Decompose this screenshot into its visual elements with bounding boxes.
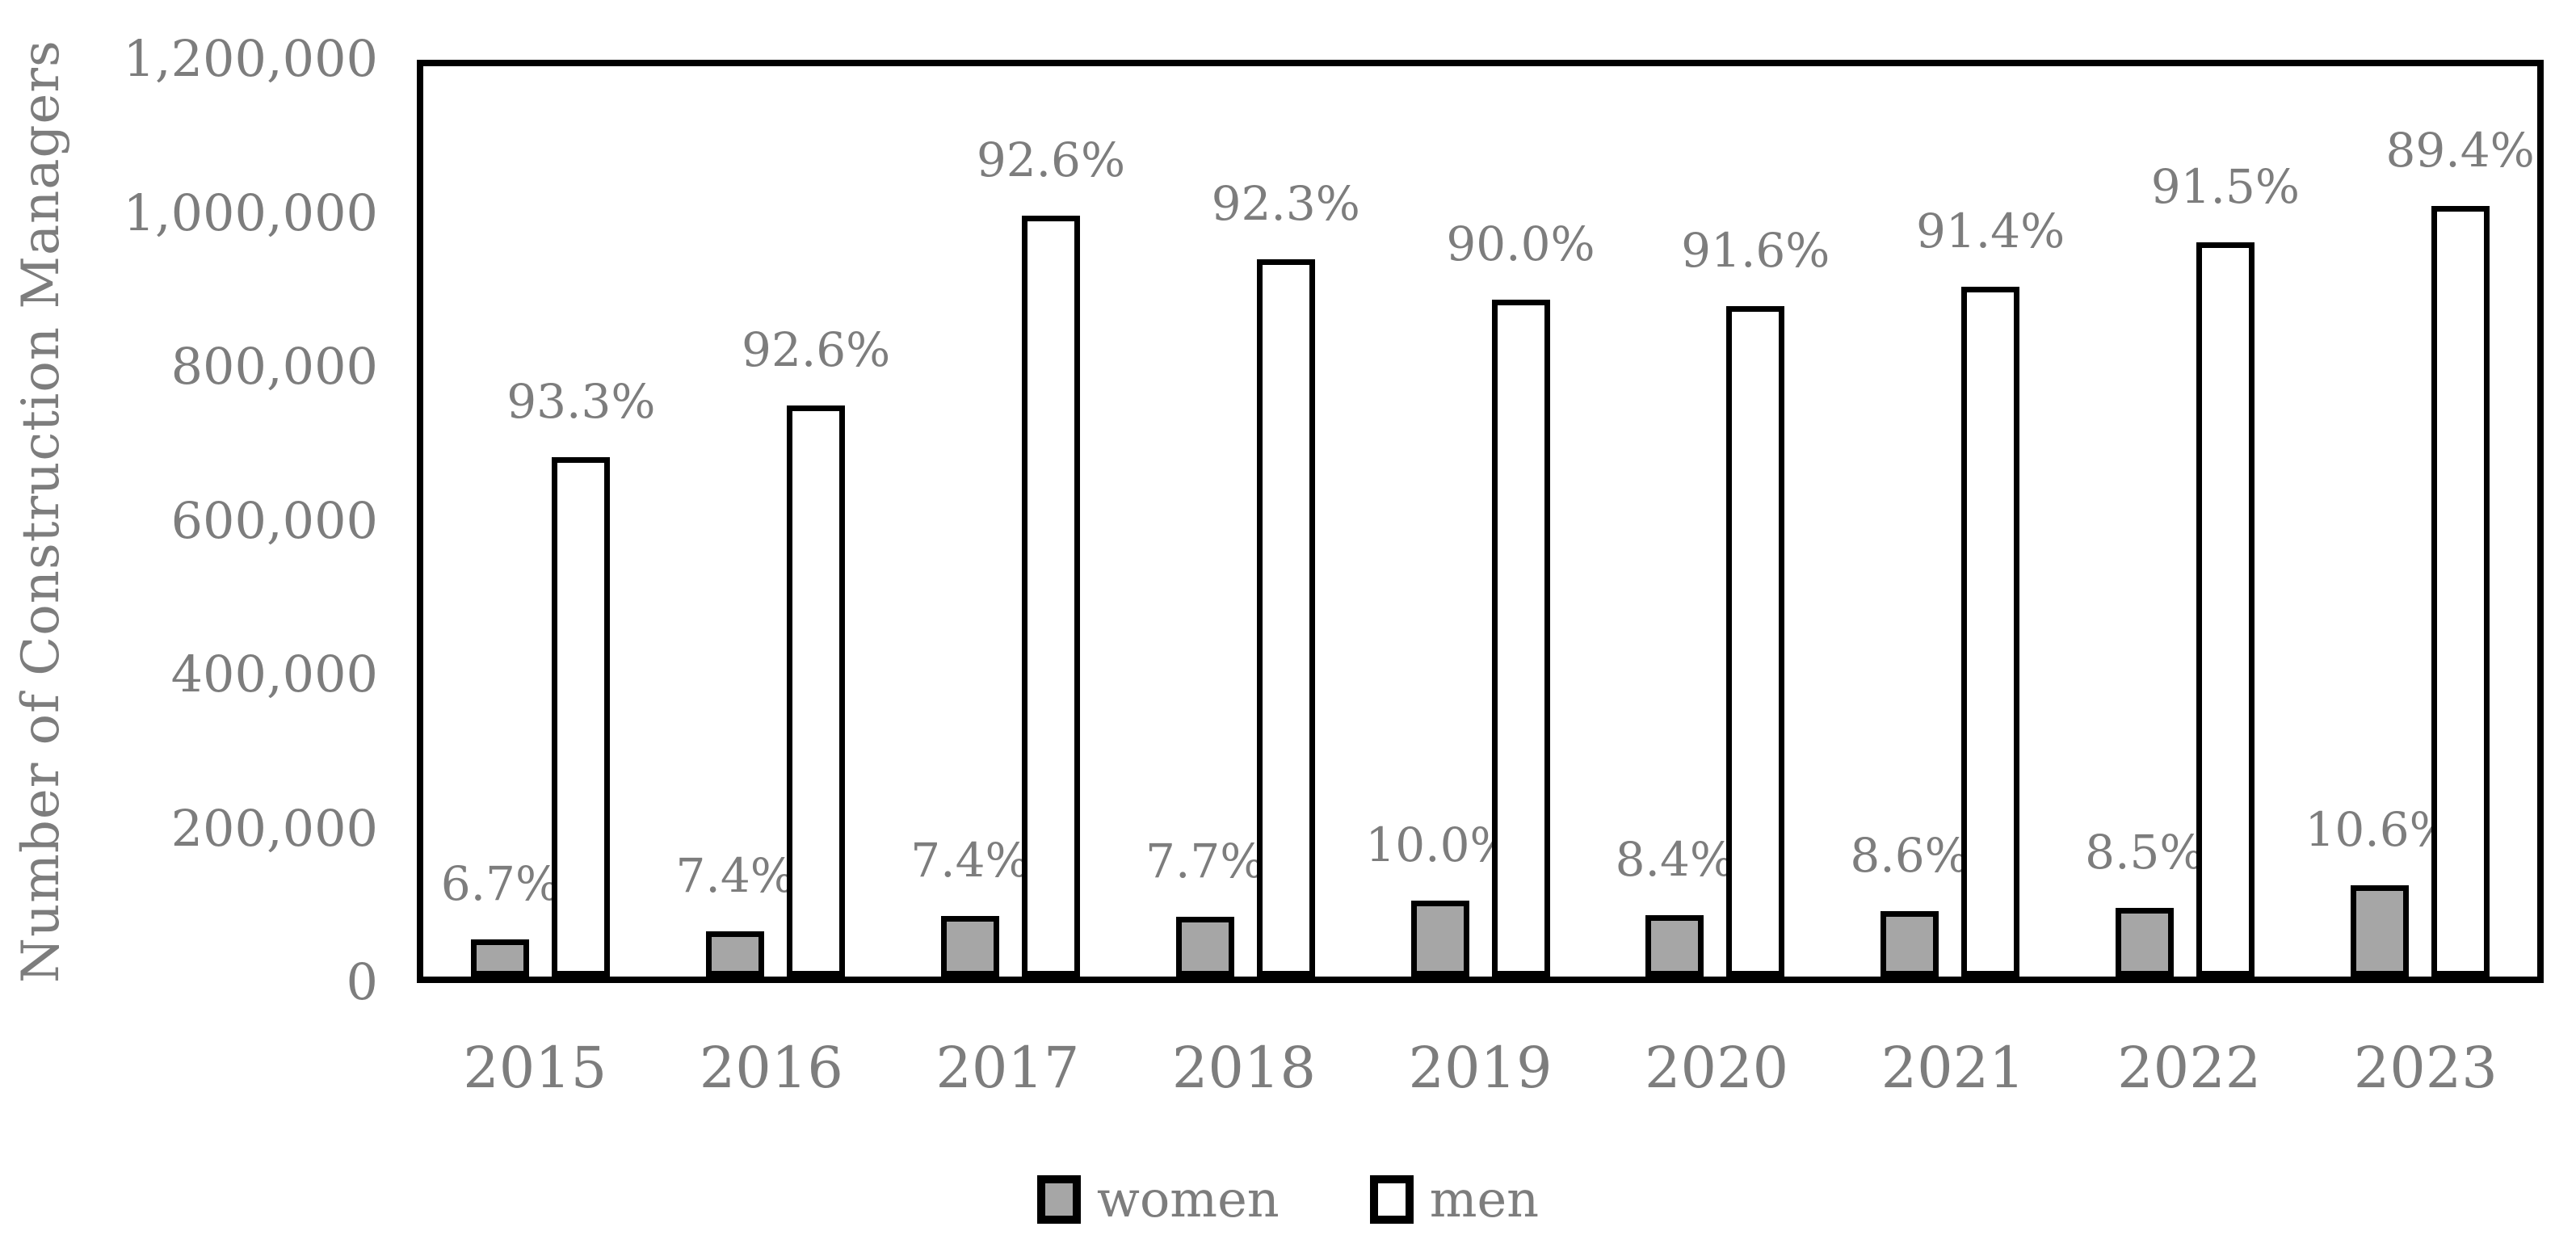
bar-men-2019: 90.0% <box>1446 216 1595 977</box>
bar-women-2015: 6.7% <box>441 856 560 977</box>
bar-women-2020: 8.4% <box>1616 832 1734 977</box>
category-group-2018: 7.7% 92.3% <box>1128 66 1363 977</box>
bar-women-2016: 7.4% <box>675 848 795 977</box>
percent-label-men-2020: 91.6% <box>1681 223 1830 278</box>
tick-label-400000: 400,000 <box>170 645 378 704</box>
year-label-2018: 2018 <box>1171 1035 1317 1101</box>
category-group-2019: 10.0% 90.0% <box>1363 66 1598 977</box>
bar-women-2017: 7.4% <box>910 833 1030 977</box>
bar-women-2021: 8.6% <box>1850 828 1969 977</box>
percent-label-women-2015: 6.7% <box>440 856 561 911</box>
year-label-2017: 2017 <box>935 1035 1080 1101</box>
tick-label-0: 0 <box>346 952 378 1012</box>
percent-label-women-2017: 7.4% <box>910 833 1030 888</box>
tick-label-800000: 800,000 <box>170 337 378 397</box>
y-axis-tick-labels: 0 200,000 400,000 600,000 800,000 1,000,000 1,… <box>0 29 378 1011</box>
year-label-2021: 2021 <box>1881 1035 2025 1101</box>
percent-label-men-2016: 92.6% <box>742 322 891 377</box>
percent-label-men-2023: 89.4% <box>2385 123 2535 178</box>
percent-label-men-2022: 91.5% <box>2150 159 2300 214</box>
legend-label-women: women <box>1096 1170 1280 1229</box>
bar-men-2016: 92.6% <box>742 322 890 977</box>
legend-label-men: men <box>1429 1170 1540 1229</box>
category-group-2021: 8.6% 91.4% <box>1833 66 2068 977</box>
tick-label-1000000: 1,000,000 <box>123 183 378 242</box>
percent-label-men-2015: 93.3% <box>506 374 656 429</box>
category-group-2023: 10.6% 89.4% <box>2302 66 2537 977</box>
percent-label-women-2022: 8.5% <box>2085 825 2204 880</box>
percent-label-men-2021: 91.4% <box>1915 204 2065 258</box>
percent-label-women-2021: 8.6% <box>1850 828 1969 883</box>
bar-men-2017: 92.6% <box>977 132 1125 977</box>
bar-men-2020: 91.6% <box>1681 223 1830 977</box>
year-label-2019: 2019 <box>1408 1035 1553 1101</box>
percent-label-men-2017: 92.6% <box>976 132 1126 187</box>
tick-label-1200000: 1,200,000 <box>123 29 378 89</box>
percent-label-men-2018: 92.3% <box>1211 176 1360 231</box>
bar-men-2021: 91.4% <box>1916 204 2065 977</box>
x-axis-labels: 2015 2016 2017 2018 2019 2020 2021 2022 2023 <box>417 1035 2544 1101</box>
bar-women-2022: 8.5% <box>2085 825 2204 977</box>
percent-label-women-2020: 8.4% <box>1615 832 1734 887</box>
year-label-2023: 2023 <box>2353 1035 2498 1101</box>
tick-label-600000: 600,000 <box>170 490 378 550</box>
year-label-2020: 2020 <box>1645 1035 1789 1101</box>
plot-area: 6.7% 93.3% 7.4% 92.6% 7.4% 92.6% 7.7% 92.3% 10.0… <box>417 60 2544 983</box>
legend-item-men: men <box>1369 1170 1540 1229</box>
year-label-2016: 2016 <box>699 1035 843 1101</box>
bar-women-2019: 10.0% <box>1365 817 1515 977</box>
legend-swatch-women <box>1036 1174 1081 1224</box>
percent-label-women-2018: 7.7% <box>1145 834 1265 889</box>
category-group-2017: 7.4% 92.6% <box>893 66 1128 977</box>
bar-men-2015: 93.3% <box>506 374 656 977</box>
percent-label-men-2019: 90.0% <box>1446 216 1595 271</box>
year-label-2022: 2022 <box>2117 1035 2262 1101</box>
bar-women-2018: 7.7% <box>1145 834 1264 977</box>
percent-label-women-2019: 10.0% <box>1365 817 1515 872</box>
category-group-2020: 8.4% 91.6% <box>1598 66 1833 977</box>
legend: women men <box>0 1170 2576 1229</box>
category-group-2016: 7.4% 92.6% <box>658 66 893 977</box>
legend-swatch-men <box>1369 1174 1414 1224</box>
bar-men-2022: 91.5% <box>2151 159 2300 977</box>
category-group-2015: 6.7% 93.3% <box>423 66 658 977</box>
legend-item-women: women <box>1036 1170 1280 1229</box>
percent-label-women-2016: 7.4% <box>675 848 795 903</box>
bar-men-2023: 89.4% <box>2386 123 2535 977</box>
percent-label-women-2023: 10.6% <box>2305 802 2454 857</box>
year-label-2015: 2015 <box>463 1035 607 1101</box>
tick-label-200000: 200,000 <box>170 798 378 858</box>
category-group-2022: 8.5% 91.5% <box>2067 66 2302 977</box>
bar-men-2018: 92.3% <box>1212 176 1360 977</box>
bar-women-2023: 10.6% <box>2305 802 2454 977</box>
